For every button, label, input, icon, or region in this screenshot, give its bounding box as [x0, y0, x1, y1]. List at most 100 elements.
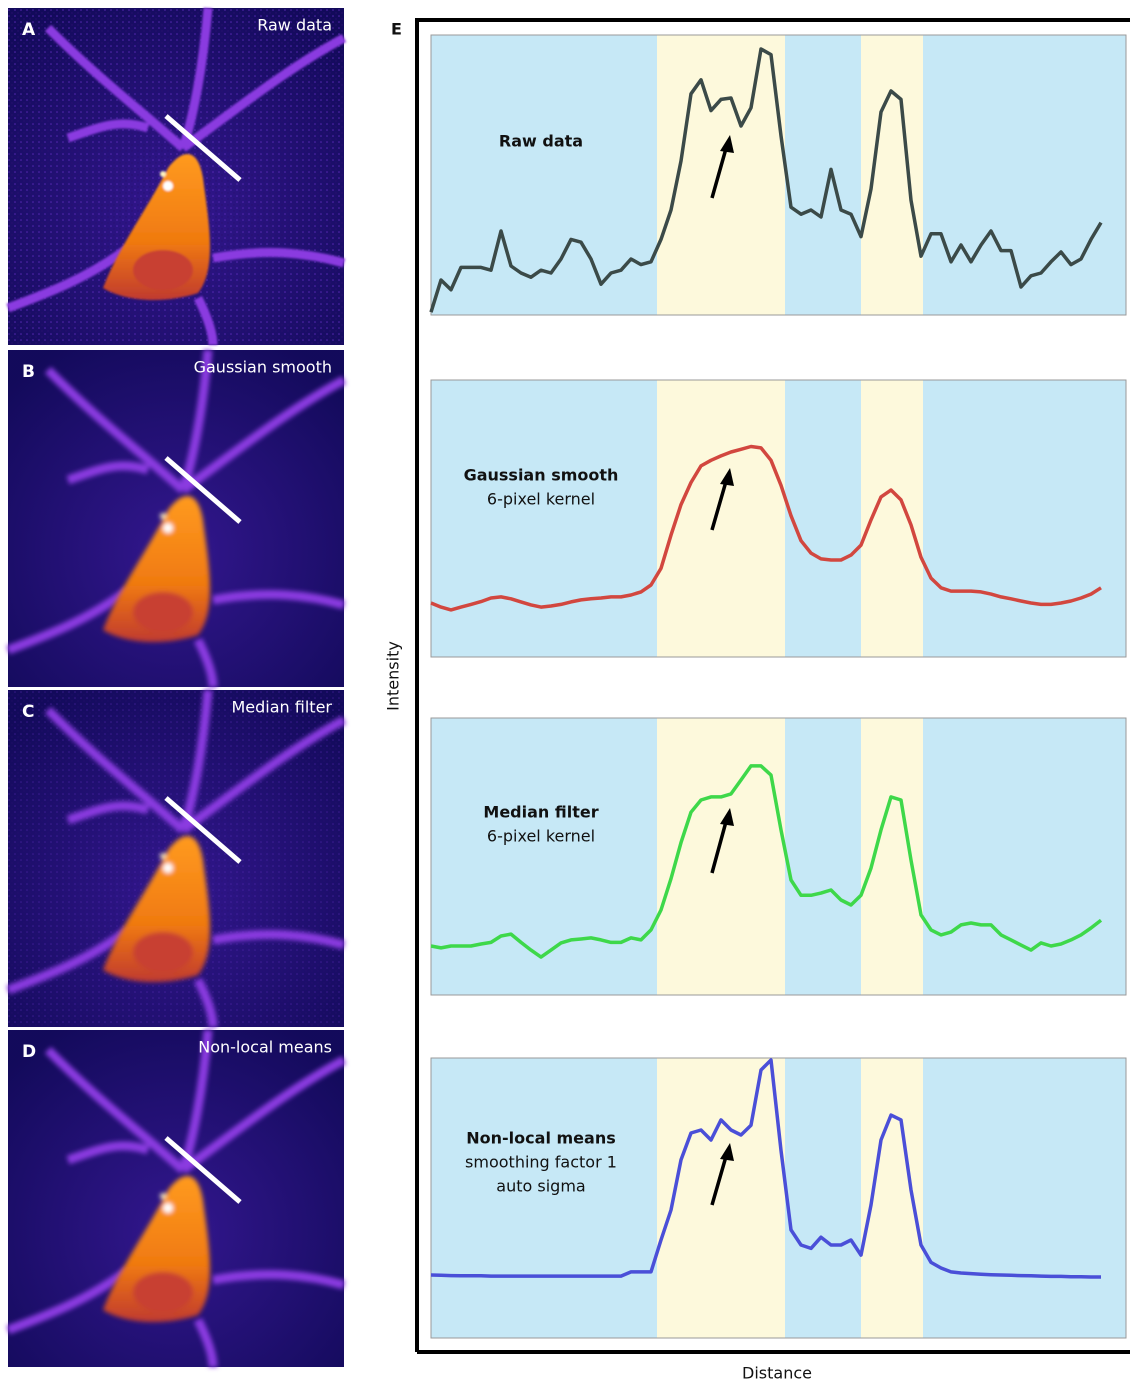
dendrite: [44, 706, 186, 834]
chart-title: Non-local means: [466, 1129, 615, 1148]
bright-spot: [160, 171, 166, 177]
dendrites: [6, 1029, 347, 1368]
dendrites: [6, 349, 347, 688]
bright-spot: [160, 853, 166, 859]
arrow-head: [720, 808, 734, 826]
bright-spot: [160, 513, 166, 519]
bright-spot: [163, 863, 173, 873]
arrow-shaft: [710, 1152, 729, 1206]
dendrite: [193, 1317, 218, 1368]
region-band: [431, 1058, 657, 1338]
panel-label: E: [391, 20, 402, 39]
arrow-shaft: [710, 477, 729, 531]
dendrite: [193, 977, 218, 1028]
dendrite: [212, 590, 346, 610]
cell: [103, 836, 210, 982]
image-panel: B Gaussian smooth: [6, 349, 347, 688]
bright-spot: [163, 523, 173, 533]
chart-subtitle: smoothing factor 1: [465, 1153, 617, 1172]
dendrite: [193, 295, 218, 346]
region-band: [923, 380, 1126, 657]
image-panel: A Raw data: [6, 7, 347, 346]
dendrite: [212, 930, 346, 950]
dendrite: [178, 689, 213, 832]
arrow-shaft: [710, 817, 729, 874]
plot-border: [430, 717, 1127, 996]
data-line: [430, 444, 1102, 612]
region-band: [657, 1058, 785, 1338]
dendrite: [44, 366, 186, 494]
panel-label: B: [22, 362, 35, 382]
chart-title: Median filter: [483, 803, 598, 822]
nucleus: [133, 592, 193, 632]
data-line: [429, 47, 1103, 313]
nucleus: [133, 1272, 193, 1312]
cell: [103, 154, 210, 300]
plot-border: [430, 34, 1127, 316]
region-band: [785, 718, 861, 995]
chart-title: Raw data: [499, 132, 583, 151]
dendrite: [180, 1056, 347, 1174]
panel-label: C: [22, 702, 34, 722]
region-band: [431, 35, 657, 315]
dendrite: [193, 637, 218, 688]
panel-label: D: [22, 1042, 36, 1062]
dendrite: [6, 1266, 131, 1335]
image-panel: C Median filter: [6, 689, 347, 1028]
panel-label: A: [22, 20, 36, 40]
dendrite: [6, 586, 131, 655]
region-band: [785, 1058, 861, 1338]
dendrite: [44, 1046, 186, 1174]
chart-title: Gaussian smooth: [464, 466, 619, 485]
dendrite: [178, 7, 213, 150]
dendrite: [178, 349, 213, 492]
line-profile: [164, 456, 242, 524]
region-band: [785, 380, 861, 657]
dendrite: [66, 119, 150, 143]
x-axis-label: Distance: [742, 1364, 812, 1383]
dendrites: [6, 689, 347, 1028]
dendrite: [180, 716, 347, 834]
arrow-shaft: [710, 144, 729, 199]
region-band: [431, 718, 657, 995]
dendrite: [212, 248, 346, 268]
plot-border: [430, 1057, 1127, 1339]
panel-title: Non-local means: [198, 1038, 332, 1057]
panel-title: Gaussian smooth: [194, 358, 332, 377]
region-band: [785, 35, 861, 315]
bright-spot: [163, 1203, 173, 1213]
arrow-head: [720, 468, 734, 486]
image-panel: D Non-local means: [6, 1029, 347, 1368]
chart-subtitle: 6-pixel kernel: [487, 490, 595, 509]
line-profile: [164, 114, 242, 182]
dendrite: [66, 461, 150, 485]
panel-title: Median filter: [232, 698, 333, 717]
region-band: [923, 718, 1126, 995]
data-line: [430, 764, 1103, 959]
panel-title: Raw data: [257, 16, 332, 35]
arrow-head: [720, 1143, 734, 1161]
chart-subtitle: auto sigma: [496, 1177, 585, 1196]
nucleus: [133, 250, 193, 290]
region-band: [657, 35, 785, 315]
dendrite: [180, 34, 347, 152]
region-band: [923, 1058, 1126, 1338]
dendrite: [180, 376, 347, 494]
line-profile: [164, 796, 242, 864]
dendrite: [6, 244, 131, 313]
plot-border: [430, 379, 1127, 658]
region-band: [431, 380, 657, 657]
region-band: [861, 718, 923, 995]
nucleus: [133, 932, 193, 972]
cell: [103, 1176, 210, 1322]
dendrite: [66, 1141, 150, 1165]
dendrite: [44, 24, 186, 152]
y-axis-label: Intensity: [384, 641, 403, 711]
bright-spot: [160, 1193, 166, 1199]
line-profile: [164, 1136, 242, 1204]
arrow-head: [720, 135, 734, 153]
bright-spot: [163, 181, 173, 191]
dendrite: [212, 1270, 346, 1290]
dendrite: [66, 801, 150, 825]
